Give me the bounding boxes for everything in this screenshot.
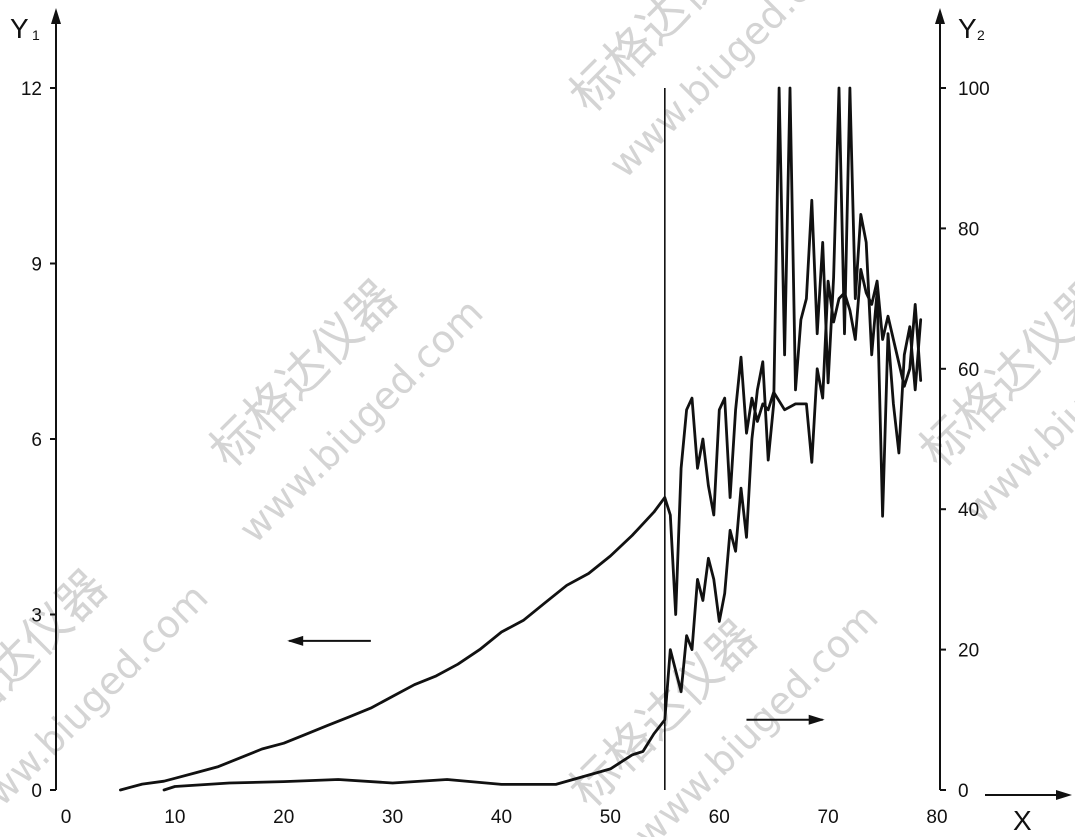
- x-tick-label: 60: [709, 807, 730, 828]
- x-tick-label: 80: [926, 807, 947, 828]
- x-tick-label: 30: [382, 807, 403, 828]
- y1-tick-label: 3: [31, 606, 42, 627]
- y1-axis-arrowhead: [51, 8, 61, 24]
- y1-tick-label: 6: [31, 430, 42, 451]
- x-tick-label: 50: [600, 807, 621, 828]
- x-tick-label: 10: [164, 807, 185, 828]
- x-axis-arrowhead: [1056, 790, 1072, 800]
- y1-tick-label: 12: [21, 79, 42, 100]
- series-layer: [119, 86, 923, 792]
- annotation-layer: [287, 635, 825, 725]
- y2-tick-label: 100: [958, 79, 990, 100]
- y2-tick-label: 60: [958, 360, 979, 381]
- series-line-y2: [162, 86, 923, 792]
- y2-tick-label: 80: [958, 219, 979, 240]
- y2-axis-title: Y: [958, 13, 977, 44]
- x-axis-title: X: [1013, 805, 1032, 836]
- ticks-layer: 0 10 20 30 40 50 60 70 80 0 3 6 9 12 0 20 40 60 80 100: [21, 79, 990, 828]
- x-tick-label: 40: [491, 807, 512, 828]
- annotation-arrow-left-head: [287, 635, 304, 646]
- y1-tick-label: 0: [31, 781, 42, 802]
- y2-axis-title-sub: 2: [977, 27, 985, 43]
- y2-tick-label: 40: [958, 500, 979, 521]
- x-tick-label: 20: [273, 807, 294, 828]
- y1-axis-title-sub: 1: [32, 27, 40, 43]
- y2-axis-arrowhead: [935, 8, 945, 24]
- y1-axis-title: Y: [10, 13, 29, 44]
- x-tick-label: 0: [61, 807, 72, 828]
- x-tick-label: 70: [818, 807, 839, 828]
- y2-tick-label: 20: [958, 641, 979, 662]
- y2-tick-label: 0: [958, 781, 969, 802]
- y1-tick-label: 9: [31, 255, 42, 276]
- series-line-y1: [119, 267, 923, 792]
- annotation-arrow-right-head: [808, 714, 825, 725]
